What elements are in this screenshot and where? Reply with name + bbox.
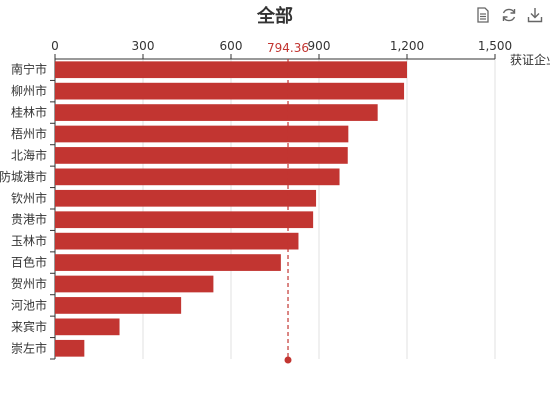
bar [55, 254, 281, 271]
bar [55, 147, 348, 164]
y-tick-label: 南宁市 [11, 62, 47, 77]
y-tick-label: 柳州市 [11, 83, 47, 98]
data-view-icon[interactable] [474, 6, 492, 24]
average-mark-point [284, 356, 292, 364]
y-tick-label: 河池市 [11, 297, 47, 312]
bar [55, 189, 317, 207]
toolbox [474, 6, 544, 26]
y-tick-label: 北海市 [11, 147, 47, 162]
bar [55, 104, 378, 121]
y-tick-label: 崇左市 [11, 340, 47, 355]
x-tick-label: 300 [132, 39, 155, 53]
y-tick-label: 玉林市 [11, 233, 47, 248]
average-mark-label: 794.36 [267, 41, 309, 55]
x-axis-label: 获证企业数 [510, 52, 550, 67]
bar [55, 275, 214, 293]
save-image-icon[interactable] [526, 6, 544, 24]
y-tick-label: 贵港市 [11, 212, 47, 227]
bar [55, 318, 120, 336]
bar [55, 82, 405, 100]
chart-title: 全部 [257, 6, 293, 27]
x-tick-label: 0 [51, 39, 59, 53]
y-tick-label: 贺州市 [11, 276, 47, 291]
bar [55, 232, 299, 250]
y-tick-label: 来宾市 [11, 319, 47, 334]
bar [55, 61, 407, 79]
y-tick-label: 梧州市 [11, 126, 47, 141]
bar [55, 297, 182, 314]
y-tick-label: 百色市 [11, 255, 47, 270]
bar [55, 125, 349, 143]
bar [55, 211, 314, 229]
x-tick-label: 1,200 [390, 39, 424, 53]
bar [55, 339, 85, 357]
x-tick-label: 900 [308, 39, 331, 53]
y-tick-label: 防城港市 [0, 169, 47, 184]
y-tick-label: 钦州市 [11, 190, 47, 205]
bar [55, 168, 340, 186]
y-tick-label: 桂林市 [11, 105, 47, 120]
x-tick-label: 600 [220, 39, 243, 53]
restore-icon[interactable] [500, 6, 518, 24]
x-tick-label: 1,500 [478, 39, 512, 53]
